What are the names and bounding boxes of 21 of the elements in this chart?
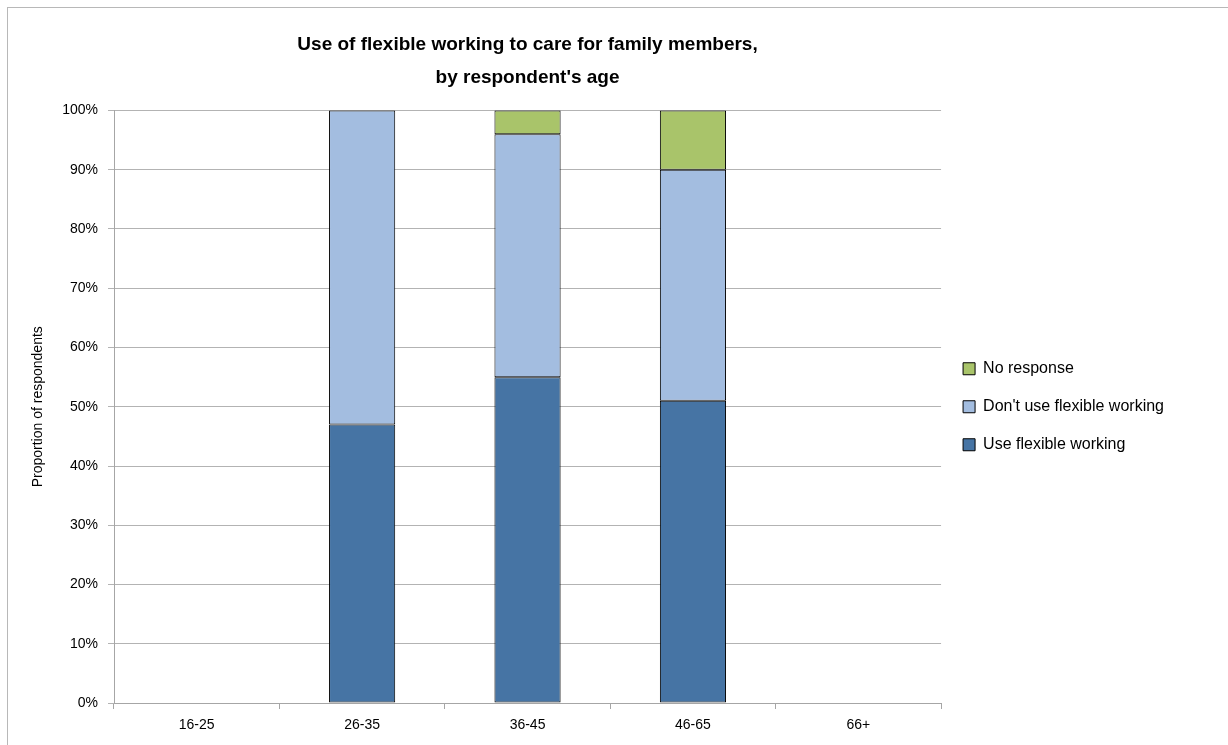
y-tick-label: 90% (69, 160, 98, 177)
chart-title: Use of flexible working to care for family members, by respondent's age (297, 32, 758, 88)
y-tick-label: 100% (62, 101, 98, 118)
x-tick-label: 36-45 (509, 716, 546, 733)
x-tick-label: 26-35 (344, 716, 381, 733)
x-tick-label: 46-65 (675, 716, 712, 733)
legend-label: Use flexible working (983, 435, 1126, 453)
y-tick-label: 40% (69, 456, 98, 473)
legend-label: No response (983, 359, 1074, 377)
y-tick-label: 50% (69, 397, 98, 414)
y-axis-title: Proportion of respondents (29, 326, 46, 488)
legend-label: Don't use flexible working (983, 397, 1164, 415)
y-tick-label: 80% (69, 219, 98, 236)
y-tick-label: 60% (69, 338, 98, 355)
y-tick-label: 70% (69, 279, 98, 296)
y-tick-label: 20% (69, 575, 98, 592)
y-tick-label: 10% (69, 634, 98, 651)
x-tick-label: 66+ (846, 716, 871, 733)
y-tick-label: 30% (69, 516, 98, 533)
x-tick-label: 16-25 (178, 716, 215, 733)
y-tick-label: 0% (77, 693, 98, 710)
